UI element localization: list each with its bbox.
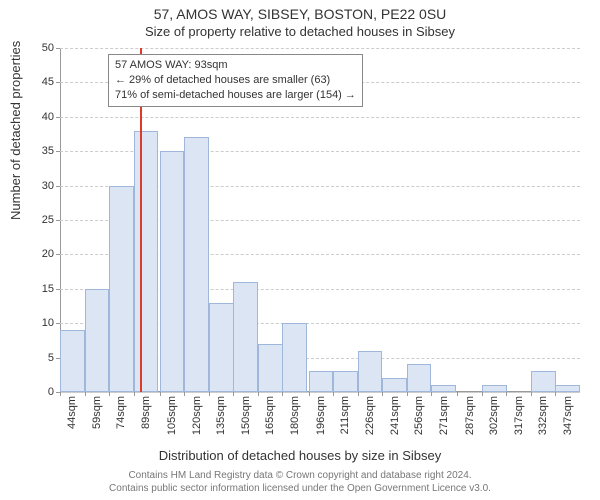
x-tick [358, 392, 359, 396]
x-tick-label: 302sqm [488, 396, 500, 435]
histogram-bar [233, 282, 258, 392]
histogram-bar [382, 378, 407, 392]
y-tick-label: 25 [24, 214, 54, 226]
annotation-line: 57 AMOS WAY: 93sqm [115, 58, 356, 73]
x-tick-label: 241sqm [389, 396, 401, 435]
x-tick-label: 165sqm [264, 396, 276, 435]
y-tick-label: 50 [24, 42, 54, 54]
footer-attribution: Contains HM Land Registry data © Crown c… [0, 470, 600, 495]
x-tick [555, 392, 556, 396]
y-tick [56, 117, 60, 118]
histogram-bar [531, 371, 556, 392]
x-tick-label: 44sqm [66, 396, 78, 429]
y-tick-label: 15 [24, 283, 54, 295]
annotation-box: 57 AMOS WAY: 93sqm← 29% of detached hous… [108, 54, 363, 107]
x-tick-label: 332sqm [537, 396, 549, 435]
histogram-bar [309, 371, 334, 392]
x-tick-label: 105sqm [166, 396, 178, 435]
y-tick-label: 10 [24, 317, 54, 329]
x-axis-label: Distribution of detached houses by size … [0, 448, 600, 463]
x-tick [382, 392, 383, 396]
x-tick-label: 347sqm [562, 396, 574, 435]
histogram-bar [160, 151, 185, 392]
x-tick-label: 135sqm [215, 396, 227, 435]
histogram-bar [482, 385, 507, 392]
x-tick [134, 392, 135, 396]
x-tick-label: 196sqm [315, 396, 327, 435]
x-tick-label: 59sqm [91, 396, 103, 429]
histogram-bar [85, 289, 110, 392]
chart-subtitle: Size of property relative to detached ho… [0, 24, 600, 39]
y-tick [56, 254, 60, 255]
x-tick [309, 392, 310, 396]
y-tick-label: 20 [24, 248, 54, 260]
y-tick [56, 82, 60, 83]
gridline [60, 392, 580, 393]
histogram-bar [109, 186, 134, 392]
x-tick-label: 150sqm [240, 396, 252, 435]
y-tick-label: 5 [24, 352, 54, 364]
footer-line-2: Contains public sector information licen… [0, 483, 600, 496]
histogram-bar [358, 351, 383, 392]
y-tick-label: 45 [24, 76, 54, 88]
y-tick [56, 220, 60, 221]
annotation-line: ← 29% of detached houses are smaller (63… [115, 73, 356, 88]
x-tick [431, 392, 432, 396]
histogram-bar [209, 303, 234, 392]
histogram-bar [184, 137, 209, 392]
x-tick-label: 120sqm [191, 396, 203, 435]
gridline [60, 117, 580, 118]
x-tick [60, 392, 61, 396]
x-tick-label: 89sqm [140, 396, 152, 429]
y-tick-label: 35 [24, 145, 54, 157]
x-tick [482, 392, 483, 396]
y-axis-label: Number of detached properties [8, 41, 23, 220]
chart-title: 57, AMOS WAY, SIBSEY, BOSTON, PE22 0SU [0, 6, 600, 22]
x-tick [258, 392, 259, 396]
gridline [60, 48, 580, 49]
x-tick [282, 392, 283, 396]
chart-figure: 57, AMOS WAY, SIBSEY, BOSTON, PE22 0SU S… [0, 0, 600, 500]
y-tick [56, 186, 60, 187]
x-tick [407, 392, 408, 396]
x-tick-label: 317sqm [513, 396, 525, 435]
histogram-bar [60, 330, 85, 392]
x-tick-label: 226sqm [364, 396, 376, 435]
y-tick [56, 289, 60, 290]
x-tick [109, 392, 110, 396]
x-tick [333, 392, 334, 396]
x-tick [184, 392, 185, 396]
histogram-bar [555, 385, 580, 392]
x-tick [457, 392, 458, 396]
x-tick [506, 392, 507, 396]
annotation-line: 71% of semi-detached houses are larger (… [115, 88, 356, 103]
plot-area: 0510152025303540455044sqm59sqm74sqm89sqm… [60, 48, 580, 392]
x-tick-label: 287sqm [464, 396, 476, 435]
histogram-bar [407, 364, 432, 392]
y-tick-label: 30 [24, 180, 54, 192]
y-tick-label: 40 [24, 111, 54, 123]
x-tick-label: 256sqm [413, 396, 425, 435]
x-tick [85, 392, 86, 396]
x-tick [233, 392, 234, 396]
histogram-bar [282, 323, 307, 392]
x-tick [160, 392, 161, 396]
y-tick [56, 323, 60, 324]
histogram-bar [258, 344, 283, 392]
y-tick [56, 151, 60, 152]
x-tick-label: 180sqm [289, 396, 301, 435]
histogram-bar [333, 371, 358, 392]
footer-line-1: Contains HM Land Registry data © Crown c… [0, 470, 600, 483]
x-tick-label: 271sqm [438, 396, 450, 435]
histogram-bar [134, 131, 159, 392]
x-tick-label: 211sqm [339, 396, 351, 434]
x-tick [531, 392, 532, 396]
y-tick [56, 48, 60, 49]
x-tick [209, 392, 210, 396]
histogram-bar [431, 385, 456, 392]
x-tick-label: 74sqm [115, 396, 127, 429]
y-tick-label: 0 [24, 386, 54, 398]
